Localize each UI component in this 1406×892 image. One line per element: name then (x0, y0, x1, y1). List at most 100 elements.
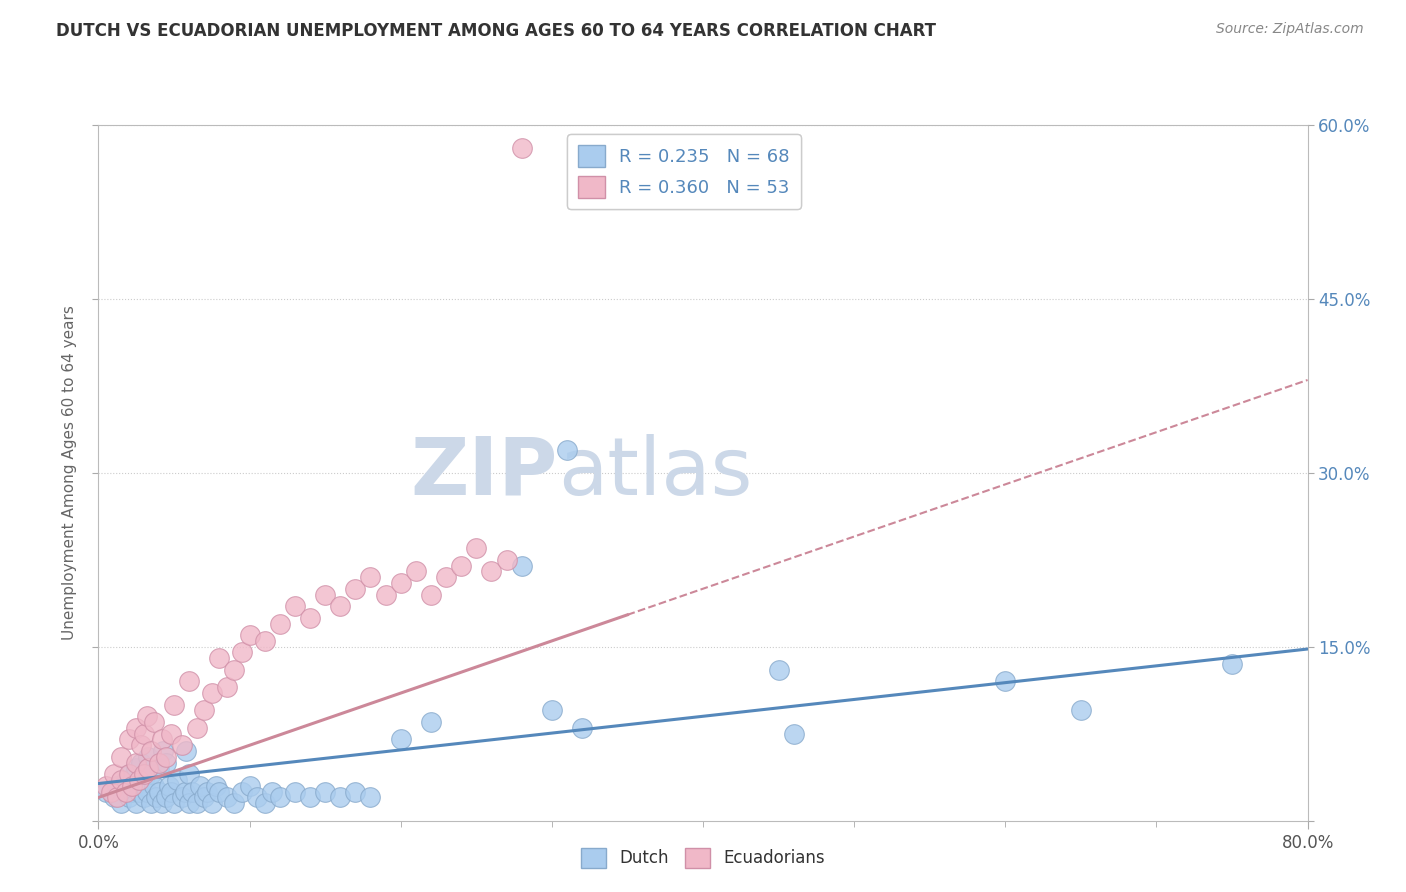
Point (269, 616, 291, 631)
Text: ZIP: ZIP (411, 434, 558, 512)
Point (329, 790, 352, 805)
Point (132, 726, 155, 740)
Point (540, 703, 562, 717)
Point (314, 785, 336, 799)
Point (129, 739, 152, 753)
Point (284, 599, 307, 614)
Point (253, 796, 276, 810)
Point (239, 628, 262, 642)
Point (1070, 703, 1092, 717)
Point (239, 779, 262, 793)
Point (389, 576, 412, 591)
Point (94, 785, 117, 799)
Point (141, 744, 163, 758)
Point (114, 772, 136, 788)
Point (105, 779, 128, 793)
Point (150, 796, 173, 810)
Point (128, 772, 150, 788)
Text: DUTCH VS ECUADORIAN UNEMPLOYMENT AMONG AGES 60 TO 64 YEARS CORRELATION CHART: DUTCH VS ECUADORIAN UNEMPLOYMENT AMONG A… (56, 22, 936, 40)
Point (132, 790, 155, 805)
Point (231, 785, 253, 799)
Point (201, 686, 224, 700)
Point (170, 739, 193, 753)
Point (103, 767, 125, 781)
Point (510, 141, 533, 155)
Point (195, 785, 218, 799)
Point (269, 790, 291, 805)
Point (360, 570, 382, 584)
Point (160, 726, 183, 740)
Point (181, 785, 204, 799)
Point (118, 790, 141, 805)
Point (110, 772, 132, 788)
Point (110, 749, 132, 764)
Point (125, 761, 148, 775)
Point (174, 744, 197, 758)
Text: atlas: atlas (558, 434, 752, 512)
Point (136, 749, 159, 764)
Point (136, 761, 159, 775)
Point (125, 796, 148, 810)
Point (360, 790, 382, 805)
Point (118, 767, 141, 781)
Point (105, 790, 128, 805)
Point (193, 703, 215, 717)
Point (768, 663, 790, 677)
Point (208, 785, 231, 799)
Point (215, 790, 238, 805)
Point (135, 785, 157, 799)
Text: Source: ZipAtlas.com: Source: ZipAtlas.com (1216, 22, 1364, 37)
Point (208, 651, 231, 665)
Point (284, 785, 307, 799)
Y-axis label: Unemployment Among Ages 60 to 64 years: Unemployment Among Ages 60 to 64 years (62, 305, 77, 640)
Point (121, 779, 143, 793)
Point (170, 790, 193, 805)
Point (148, 756, 170, 770)
Point (125, 721, 148, 735)
Point (420, 587, 443, 601)
Point (148, 761, 170, 775)
Point (163, 698, 186, 712)
Point (141, 767, 163, 781)
Point (125, 756, 148, 770)
Point (94, 779, 117, 793)
Point (215, 680, 238, 694)
Point (314, 587, 336, 601)
Point (1220, 657, 1243, 671)
Point (163, 796, 186, 810)
Point (121, 785, 143, 799)
Point (262, 785, 284, 799)
Point (299, 610, 322, 624)
Point (155, 756, 177, 770)
Point (118, 732, 141, 747)
Point (179, 796, 201, 810)
Point (246, 790, 269, 805)
Point (141, 796, 163, 810)
Point (434, 570, 457, 584)
Point (205, 779, 228, 793)
Point (186, 796, 208, 810)
Point (495, 552, 517, 567)
Point (450, 558, 472, 573)
Point (160, 785, 183, 799)
Point (103, 790, 125, 805)
Point (481, 564, 503, 578)
Point (201, 796, 224, 810)
Point (128, 785, 150, 799)
Point (344, 785, 367, 799)
Point (148, 785, 170, 799)
Point (143, 779, 166, 793)
Point (155, 749, 177, 764)
Point (224, 663, 246, 677)
Point (173, 785, 195, 799)
Point (224, 796, 246, 810)
Point (132, 772, 155, 788)
Point (159, 779, 181, 793)
Point (253, 633, 276, 648)
Point (145, 790, 167, 805)
Legend: R = 0.235   N = 68, R = 0.360   N = 53: R = 0.235 N = 68, R = 0.360 N = 53 (567, 134, 800, 209)
Point (994, 674, 1017, 689)
Point (344, 582, 367, 596)
Point (114, 785, 136, 799)
Point (231, 646, 253, 660)
